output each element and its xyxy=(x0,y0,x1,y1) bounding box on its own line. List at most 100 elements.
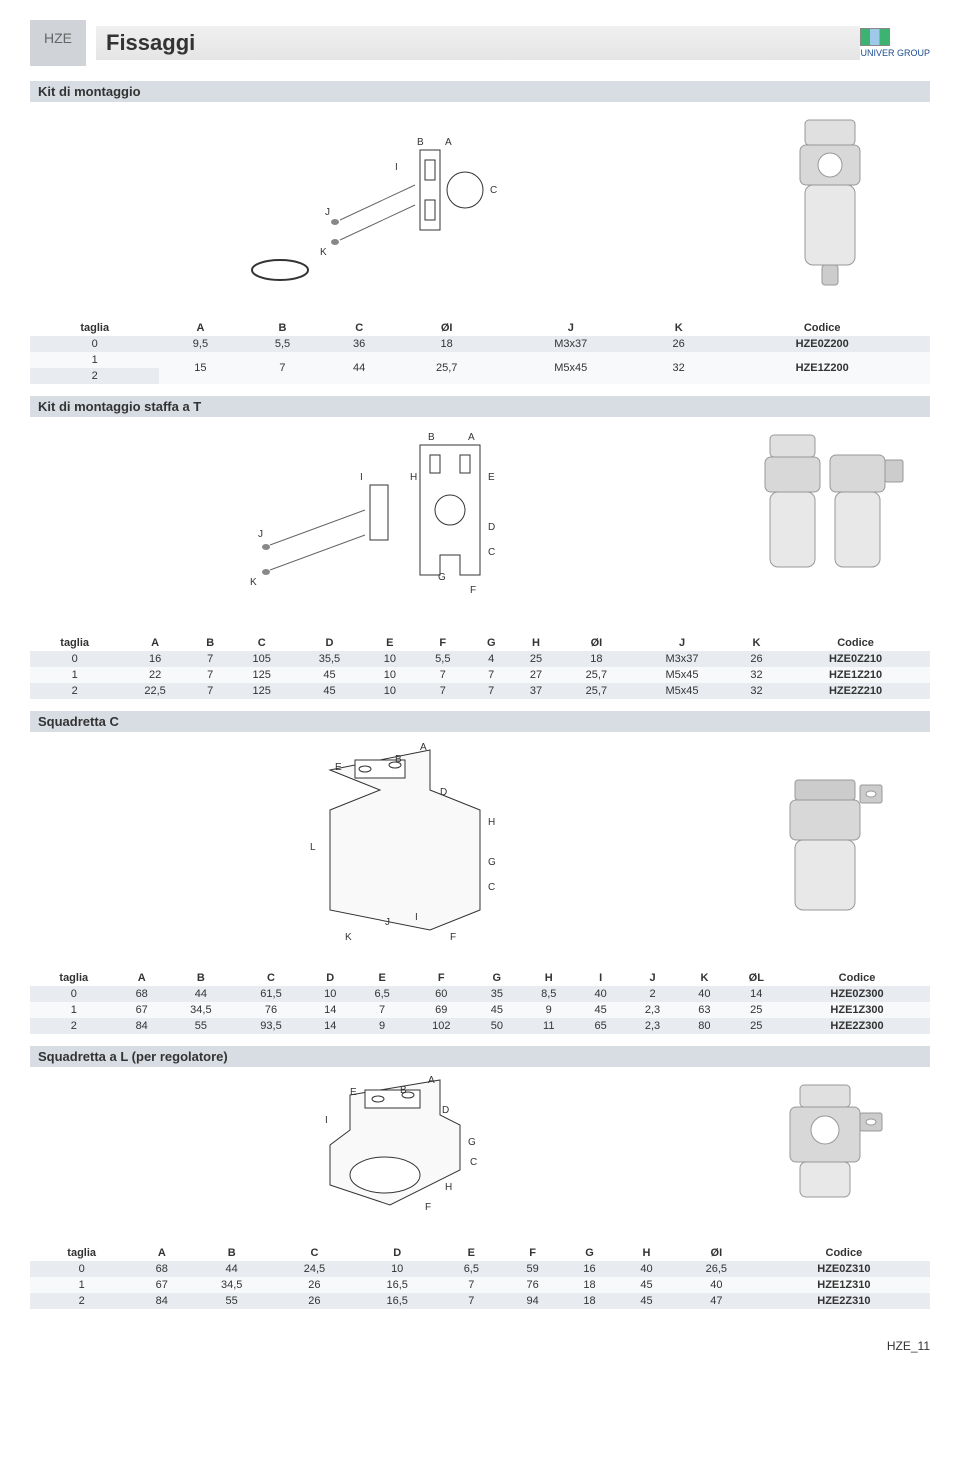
column-header: ØI xyxy=(561,635,633,651)
diagram-squadretta-c: A B C D E F G H I J K L xyxy=(30,740,710,960)
column-header: Codice xyxy=(758,1245,930,1261)
page-header: HZE Fissaggi UNIVER GROUP xyxy=(30,20,930,66)
svg-text:B: B xyxy=(395,754,402,765)
svg-text:F: F xyxy=(425,1202,431,1213)
svg-text:H: H xyxy=(410,472,417,483)
table-cell: 94 xyxy=(504,1293,561,1309)
svg-text:D: D xyxy=(488,522,495,533)
svg-text:I: I xyxy=(415,912,418,923)
table-cell: 26 xyxy=(273,1293,356,1309)
table-cell: 0 xyxy=(30,986,118,1002)
table-cell: 15 xyxy=(159,352,241,384)
table-row: 016710535,5105,542518M3x3726HZE0Z210 xyxy=(30,651,930,667)
technical-drawing-icon: A B C D E F G H I xyxy=(210,1075,530,1235)
technical-drawing-icon: A B C D E F G H I J K L xyxy=(190,740,550,960)
table-cell: HZE1Z210 xyxy=(781,667,930,683)
table-cell: 0 xyxy=(30,1261,133,1277)
product-photo-filter-lubricator xyxy=(730,425,930,625)
table-row: 11574425,7M5x4532HZE1Z200 xyxy=(30,352,930,368)
column-header: G xyxy=(473,970,521,986)
table-cell: 67 xyxy=(133,1277,190,1293)
column-header: J xyxy=(625,970,681,986)
table-cell: HZE2Z210 xyxy=(781,683,930,699)
table-cell: HZE0Z200 xyxy=(714,336,930,352)
svg-text:C: C xyxy=(488,882,495,893)
svg-text:K: K xyxy=(345,932,352,943)
table-cell: 50 xyxy=(473,1018,521,1034)
svg-text:D: D xyxy=(440,787,447,798)
column-header: ØL xyxy=(729,970,784,986)
table-cell: 9 xyxy=(354,1018,410,1034)
table-cell: 40 xyxy=(675,1277,758,1293)
column-header: Codice xyxy=(714,320,930,336)
table-cell: 2,3 xyxy=(625,1018,681,1034)
table-cell: 44 xyxy=(324,352,395,384)
table-cell: 67 xyxy=(118,1002,166,1018)
table-cell: 32 xyxy=(643,352,714,384)
column-header: K xyxy=(643,320,714,336)
table-cell: 7 xyxy=(471,683,511,699)
brand-name: UNIVER GROUP xyxy=(860,48,930,58)
column-header: F xyxy=(504,1245,561,1261)
column-header: taglia xyxy=(30,635,119,651)
column-header: H xyxy=(521,970,577,986)
table-cell: 40 xyxy=(618,1261,675,1277)
svg-text:E: E xyxy=(335,762,342,773)
svg-text:F: F xyxy=(470,585,476,596)
table-cell: 65 xyxy=(577,1018,625,1034)
table-cell: M5x45 xyxy=(632,683,732,699)
table-cell: 55 xyxy=(166,1018,236,1034)
svg-text:G: G xyxy=(488,857,496,868)
table-cell: 7 xyxy=(354,1002,410,1018)
table-cell: 10 xyxy=(306,986,354,1002)
table-cell: 34,5 xyxy=(166,1002,236,1018)
table-cell: 10 xyxy=(365,683,414,699)
table-cell: 18 xyxy=(561,1293,618,1309)
svg-text:E: E xyxy=(350,1087,357,1098)
svg-text:J: J xyxy=(385,917,390,928)
table-cell: 25,7 xyxy=(561,683,633,699)
page-footer: HZE_11 xyxy=(30,1329,930,1363)
table-cell: 16,5 xyxy=(356,1293,439,1309)
table-cell: 27 xyxy=(511,667,560,683)
table-cell: 18 xyxy=(561,651,633,667)
table-cell: 36 xyxy=(324,336,395,352)
table-cell: 44 xyxy=(166,986,236,1002)
table-cell: 0 xyxy=(30,651,119,667)
table-cell: 7 xyxy=(414,683,471,699)
column-header: Codice xyxy=(784,970,930,986)
table-cell: 32 xyxy=(732,667,781,683)
table-cell: 10 xyxy=(356,1261,439,1277)
svg-text:A: A xyxy=(428,1075,435,1086)
table-row: 284552616,5794184547HZE2Z310 xyxy=(30,1293,930,1309)
column-header: E xyxy=(354,970,410,986)
table-cell: 11 xyxy=(521,1018,577,1034)
section-title-squadretta-l: Squadretta a L (per regolatore) xyxy=(30,1046,930,1067)
table-cell: M3x37 xyxy=(632,651,732,667)
svg-text:I: I xyxy=(395,162,398,173)
table-cell: 125 xyxy=(230,683,294,699)
diagram-staffa-t: A B C D E F G H I J K xyxy=(30,425,710,625)
table-cell: 40 xyxy=(577,986,625,1002)
table-cell: 25 xyxy=(729,1018,784,1034)
column-header: B xyxy=(166,970,236,986)
svg-text:H: H xyxy=(445,1182,452,1193)
column-header: H xyxy=(511,635,560,651)
table-cell: 40 xyxy=(680,986,728,1002)
table-cell: 55 xyxy=(190,1293,273,1309)
table-cell: 26 xyxy=(273,1277,356,1293)
column-header: ØI xyxy=(675,1245,758,1261)
table-row: 12271254510772725,7M5x4532HZE1Z210 xyxy=(30,667,930,683)
table-cell: 25,7 xyxy=(561,667,633,683)
table-cell: 2 xyxy=(30,1018,118,1034)
table-cell: 84 xyxy=(118,1018,166,1034)
column-header: H xyxy=(618,1245,675,1261)
column-header: K xyxy=(680,970,728,986)
svg-text:J: J xyxy=(325,207,330,218)
table-cell: HZE0Z310 xyxy=(758,1261,930,1277)
table-cell: 34,5 xyxy=(190,1277,273,1293)
table-cell: 32 xyxy=(732,683,781,699)
table-cell: 2 xyxy=(30,368,159,384)
table-cell: 76 xyxy=(504,1277,561,1293)
column-header: F xyxy=(414,635,471,651)
